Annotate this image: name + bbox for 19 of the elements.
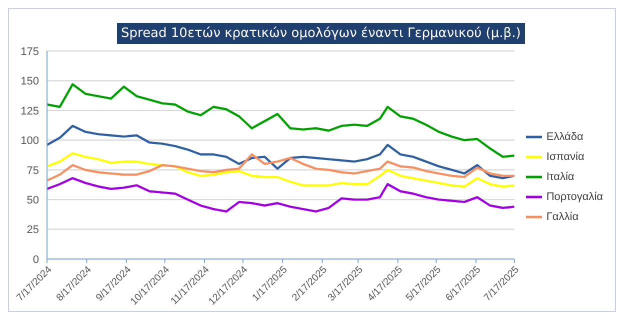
- y-tick-label: 150: [20, 76, 39, 88]
- y-tick-label: 0: [32, 254, 39, 266]
- legend-label: Ελλάδα: [546, 131, 584, 143]
- line-series: [47, 83, 514, 158]
- y-tick-label: 100: [20, 135, 39, 148]
- y-tick-label: 25: [26, 224, 39, 236]
- line-series: [47, 177, 514, 213]
- y-tick-label: 50: [26, 194, 39, 206]
- line-series: [47, 152, 514, 188]
- legend-label: Ισπανία: [546, 151, 584, 163]
- y-tick-label: 75: [26, 164, 39, 177]
- y-tick-label: 175: [20, 46, 39, 58]
- line-series: [47, 124, 514, 180]
- legend-label: Ιταλία: [546, 171, 574, 183]
- chart-title: Spread 10ετών κρατικών ομολόγων έναντι Γερμανικού (μ.β.): [117, 23, 525, 44]
- legend-label: Πορτογαλία: [546, 191, 603, 203]
- legend-label: Γαλλία: [546, 211, 579, 223]
- y-tick-label: 125: [20, 105, 39, 118]
- line-series: [47, 153, 514, 182]
